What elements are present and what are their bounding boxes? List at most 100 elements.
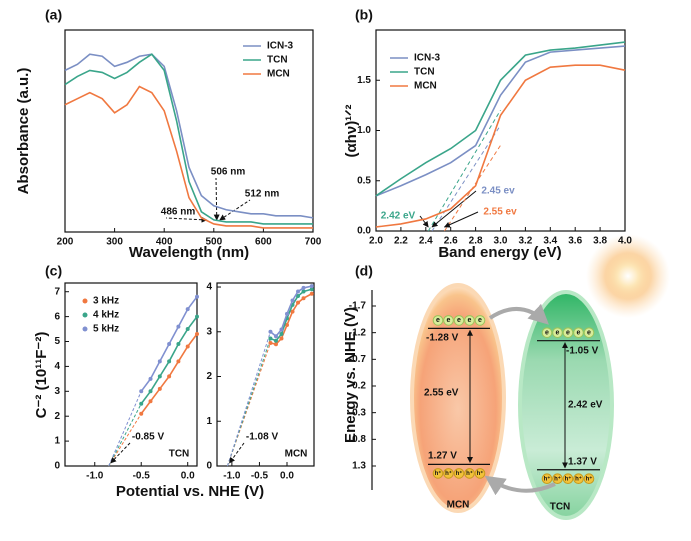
hole [474, 468, 486, 479]
x-tick-label: 4.0 [618, 236, 632, 247]
annotation: 506 nm [211, 167, 246, 178]
data-point [296, 300, 301, 305]
annotation: 2.45 ev [481, 186, 515, 197]
x-tick-label: 3.4 [543, 236, 557, 247]
y-tick-label: -0.2 [349, 381, 367, 392]
x-tick-label: 700 [305, 237, 322, 248]
electron-label: e [587, 330, 591, 337]
panel-label: (b) [355, 7, 373, 23]
data-point [296, 289, 301, 294]
x-tick-label: 2.0 [369, 236, 383, 247]
y-tick-label: 3 [206, 326, 212, 337]
y-tick-label: -1.2 [349, 327, 367, 338]
data-point [148, 389, 153, 394]
data-point [195, 332, 199, 337]
annotation-arrow [110, 442, 131, 464]
data-point [176, 342, 181, 346]
data-point [185, 344, 190, 349]
series-line [64, 53, 314, 219]
cb-label: -1.28 V [426, 333, 459, 344]
electron [432, 315, 444, 326]
electron-label: e [478, 317, 482, 324]
y-tick-label: 0 [54, 461, 60, 472]
y-tick-label: 4 [206, 282, 212, 293]
hole [573, 473, 584, 485]
tangent-line [427, 109, 501, 232]
x-tick-label: 0.0 [181, 471, 195, 482]
y-tick-label: 1 [54, 436, 60, 447]
data-point [273, 338, 278, 343]
data-point [279, 336, 284, 341]
mcn-ellipse [410, 283, 506, 513]
plot-frame [64, 29, 314, 233]
y-tick-label: -1.7 [349, 301, 367, 312]
legend-marker [82, 312, 88, 318]
annotation-line [165, 216, 208, 223]
data-point [284, 311, 289, 316]
electron [453, 315, 465, 326]
hole [464, 468, 475, 479]
annotation-line [219, 199, 251, 221]
x-tick-label: 3.2 [518, 236, 532, 247]
x-tick-label: 3.8 [593, 236, 607, 247]
hole-label: h⁺ [586, 475, 593, 482]
hole [552, 473, 563, 485]
y-tick-label: 1 [206, 416, 212, 427]
panel-name: TCN [169, 449, 190, 460]
y-tick-label: 1.5 [357, 75, 371, 86]
sun-glow [586, 234, 670, 318]
legend-label: MCN [414, 81, 437, 92]
data-point [176, 324, 181, 329]
electron [552, 327, 563, 338]
data-point [290, 309, 295, 314]
annotation: 512 nm [245, 189, 280, 200]
x-axis-label: Potential vs. NHE (V) [116, 483, 264, 500]
data-point [279, 327, 284, 332]
annotation: 2.55 ev [483, 207, 517, 218]
data-point [185, 327, 190, 332]
y-tick-label: 0.5 [357, 175, 371, 186]
data-point [273, 334, 278, 339]
x-axis-label: Wavelength (nm) [129, 244, 249, 261]
series-line [375, 45, 626, 197]
y-axis-label: C⁻² (10¹¹F⁻²) [33, 332, 50, 419]
panel-name: MCN [285, 449, 308, 460]
x-tick-label: -1.0 [223, 471, 241, 482]
extrapolation-line [108, 391, 142, 467]
x-tick-label: 600 [255, 237, 272, 248]
vb-label: 1.37 V [568, 457, 597, 468]
hole [432, 468, 444, 479]
data-point [273, 342, 278, 347]
gap-label: 2.55 eV [424, 388, 459, 399]
electron-label: e [577, 330, 581, 337]
x-tick-label: 2.2 [394, 236, 408, 247]
y-tick-label: 6 [54, 311, 60, 322]
y-tick-label: -0.7 [349, 354, 367, 365]
legend-label: 5 kHz [93, 324, 119, 335]
electron-label: e [556, 330, 560, 337]
annotation-arrow [419, 215, 429, 228]
vb-label: 1.27 V [428, 451, 457, 462]
data-point [301, 289, 306, 294]
y-axis-label: Energy vs. NHE (V) [342, 307, 359, 443]
y-tick-label: 2 [54, 411, 60, 422]
annotation: 486 nm [161, 207, 196, 218]
hole-label: h⁺ [466, 470, 473, 477]
extrapolation-line [108, 403, 142, 467]
x-tick-label: -0.5 [133, 471, 151, 482]
hole [583, 473, 595, 485]
data-point [157, 359, 162, 364]
data-point [195, 294, 199, 299]
legend-label: TCN [414, 67, 435, 78]
y-tick-label: 3 [54, 386, 60, 397]
x-tick-label: 2.4 [419, 236, 433, 247]
electron [583, 327, 595, 338]
hole-label: h⁺ [554, 475, 561, 482]
y-tick-label: 1.3 [352, 461, 366, 472]
data-point [195, 314, 199, 319]
y-axis-label: Absorbance (a.u.) [15, 68, 32, 195]
data-point [309, 284, 314, 289]
data-point [185, 307, 190, 312]
legend-label: ICN-3 [267, 41, 294, 52]
